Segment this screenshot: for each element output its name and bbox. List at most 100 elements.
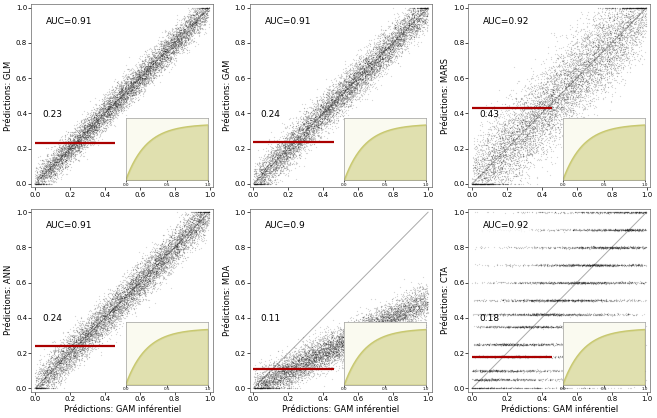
Point [56,377,66,383]
Point [580,38,591,44]
Point [369,68,379,75]
Point [133,76,144,82]
Point [545,107,555,114]
Point [133,283,144,290]
Point [526,114,536,120]
Point [51,360,61,367]
Point [362,56,373,63]
Point [291,367,302,373]
Point [154,256,165,263]
Point [267,158,278,164]
Point [394,36,405,43]
Point [191,18,202,25]
Point [622,245,632,251]
Point [322,349,332,355]
Point [269,368,280,375]
Point [292,354,303,360]
Point [32,181,42,187]
Point [75,121,85,128]
Point [330,337,340,344]
Point [607,245,618,251]
Point [383,50,394,56]
Point [401,27,411,34]
Point [546,279,556,286]
Point [606,66,616,73]
Point [351,76,361,83]
Point [514,158,524,165]
Point [390,16,400,23]
Point [279,368,289,375]
Point [640,27,650,34]
Point [292,368,302,375]
Point [62,355,72,362]
Point [348,69,359,76]
Point [606,297,616,304]
Point [635,209,645,216]
Point [397,41,407,48]
Point [578,59,589,66]
Point [386,328,397,334]
Point [123,292,133,299]
Point [108,300,119,306]
Point [193,209,203,216]
Point [372,67,382,74]
Point [415,5,426,12]
Point [572,280,582,286]
Point [299,363,309,370]
Point [342,82,353,88]
Point [40,166,51,172]
Point [286,385,296,392]
Point [102,106,112,112]
Point [543,86,553,93]
Point [487,181,498,187]
Point [612,280,623,286]
Point [553,98,563,105]
Point [292,148,302,155]
Point [83,129,94,135]
Point [281,153,292,159]
Point [324,108,334,115]
Point [625,51,636,57]
Point [478,181,488,187]
Point [578,72,589,79]
Point [481,162,491,168]
Point [626,278,637,285]
Point [398,20,409,27]
Point [569,61,579,67]
Point [554,280,564,286]
Point [281,138,292,145]
Point [269,367,280,374]
Point [602,57,612,64]
Point [286,353,296,360]
Point [522,84,533,91]
Point [109,100,120,107]
Point [294,364,305,371]
Point [156,59,167,65]
Point [632,4,643,11]
Y-axis label: Prédictions: GAM: Prédictions: GAM [223,60,232,132]
Point [256,385,267,392]
Point [565,311,576,318]
Point [101,107,111,114]
Point [134,288,145,295]
Point [198,14,208,21]
Point [296,348,307,354]
Point [407,11,417,18]
Point [540,84,551,90]
Point [379,319,390,326]
Point [125,279,136,286]
Point [53,352,63,359]
Point [571,262,581,269]
Point [606,61,617,67]
Point [408,10,419,17]
Point [527,104,537,111]
Point [541,113,551,120]
Point [116,93,126,100]
Point [129,91,139,98]
Point [388,314,399,321]
Point [257,181,267,187]
Point [161,257,171,263]
Point [106,314,117,320]
Point [186,28,196,35]
Point [74,362,84,368]
